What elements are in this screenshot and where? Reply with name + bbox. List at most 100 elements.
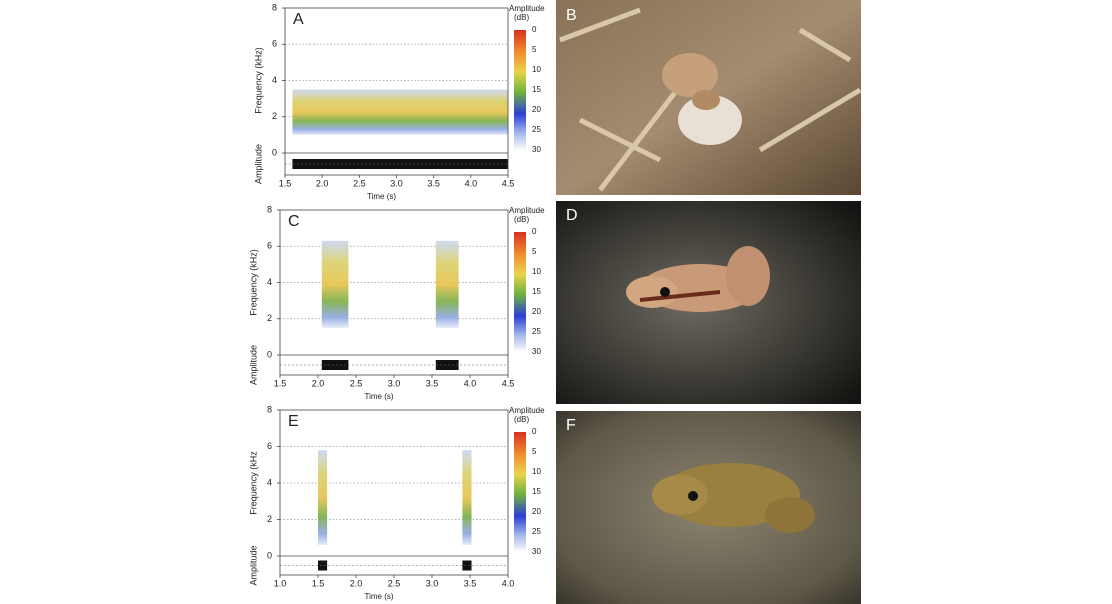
photo-b: B bbox=[556, 0, 862, 195]
colorbar-tick-label: 15 bbox=[532, 487, 541, 496]
y-tick-label: 0 bbox=[272, 147, 277, 157]
x-tick-label: 3.5 bbox=[426, 378, 439, 388]
call-waveform bbox=[435, 360, 459, 370]
x-axis-label: Time (s) bbox=[364, 392, 393, 401]
y-tick-label: 2 bbox=[272, 111, 277, 121]
photo-label: F bbox=[566, 417, 576, 434]
x-tick-label: 3.0 bbox=[426, 578, 439, 588]
photo-label: B bbox=[566, 7, 577, 24]
y-tick-label: 4 bbox=[272, 75, 277, 85]
spectrogram-panel: 0 2 4 6 8 1.5 2.0 2.5 3.0 3.5 4.0 4.5 Time (s) Freque… bbox=[248, 204, 545, 401]
call-spectrum bbox=[292, 89, 508, 135]
x-tick-label: 2.0 bbox=[350, 578, 363, 588]
x-tick-label: 2.5 bbox=[353, 178, 366, 188]
x-tick-label: 3.0 bbox=[390, 178, 403, 188]
panel-letter: E bbox=[288, 413, 299, 430]
y-axis-label: Frequency (kHz bbox=[248, 451, 258, 515]
colorbar-tick-label: 10 bbox=[532, 467, 541, 476]
y-tick-label: 4 bbox=[267, 477, 272, 487]
y-tick-label: 8 bbox=[267, 404, 272, 414]
panel-letter: C bbox=[288, 213, 300, 230]
call-waveform bbox=[321, 360, 349, 370]
colorbar-label: Amplitude bbox=[509, 4, 545, 13]
colorbar-tick-label: 25 bbox=[532, 527, 541, 536]
colorbar-tick-label: 5 bbox=[532, 447, 537, 456]
x-tick-label: 2.0 bbox=[312, 378, 325, 388]
x-tick-label: 1.5 bbox=[279, 178, 292, 188]
x-tick-label: 3.0 bbox=[388, 378, 401, 388]
call-spectrum bbox=[318, 450, 328, 546]
colorbar bbox=[514, 232, 526, 352]
x-tick-label: 1.0 bbox=[274, 578, 287, 588]
x-axis-label: Time (s) bbox=[367, 192, 396, 201]
colorbar-tick-label: 25 bbox=[532, 327, 541, 336]
x-tick-label: 3.5 bbox=[427, 178, 440, 188]
photo-label: D bbox=[566, 207, 578, 224]
colorbar-tick-label: 15 bbox=[532, 287, 541, 296]
plot-frame bbox=[279, 209, 509, 376]
call-waveform bbox=[462, 560, 472, 571]
panel-letter: A bbox=[293, 11, 304, 28]
colorbar bbox=[514, 432, 526, 552]
x-tick-label: 2.5 bbox=[350, 378, 363, 388]
colorbar-tick-label: 30 bbox=[532, 547, 541, 556]
amplitude-label: Amplitude bbox=[248, 345, 258, 385]
x-tick-label: 2.0 bbox=[316, 178, 329, 188]
colorbar-tick-label: 30 bbox=[532, 145, 541, 154]
colorbar-unit: (dB) bbox=[514, 415, 529, 424]
y-tick-label: 2 bbox=[267, 514, 272, 524]
colorbar-tick-label: 15 bbox=[532, 85, 541, 94]
y-tick-label: 4 bbox=[267, 277, 272, 287]
x-tick-label: 3.5 bbox=[464, 578, 477, 588]
y-tick-label: 0 bbox=[267, 349, 272, 359]
y-tick-label: 6 bbox=[267, 441, 272, 451]
call-spectrum bbox=[462, 450, 472, 546]
call-spectrum bbox=[435, 240, 459, 328]
x-tick-label: 2.5 bbox=[388, 578, 401, 588]
x-tick-label: 1.5 bbox=[274, 378, 287, 388]
colorbar bbox=[514, 30, 526, 150]
call-spectrum bbox=[321, 240, 349, 328]
x-tick-label: 4.5 bbox=[502, 378, 515, 388]
x-tick-label: 4.0 bbox=[464, 378, 477, 388]
colorbar-tick-label: 0 bbox=[532, 427, 537, 436]
colorbar-tick-label: 20 bbox=[532, 105, 541, 114]
y-tick-label: 6 bbox=[272, 39, 277, 49]
colorbar-label: Amplitude bbox=[509, 406, 545, 415]
call-waveform bbox=[292, 159, 508, 169]
y-tick-label: 8 bbox=[272, 2, 277, 12]
x-tick-label: 4.5 bbox=[502, 178, 515, 188]
amplitude-label: Amplitude bbox=[253, 144, 263, 184]
colorbar-tick-label: 0 bbox=[532, 25, 537, 34]
colorbar-tick-label: 10 bbox=[532, 65, 541, 74]
amplitude-label: Amplitude bbox=[248, 545, 258, 585]
colorbar-tick-label: 5 bbox=[532, 45, 537, 54]
x-tick-label: 1.5 bbox=[312, 578, 325, 588]
photo-d: D bbox=[556, 201, 861, 404]
colorbar-label: Amplitude bbox=[509, 206, 545, 215]
x-axis-label: Time (s) bbox=[364, 592, 393, 601]
y-tick-label: 0 bbox=[267, 550, 272, 560]
x-tick-label: 4.0 bbox=[502, 578, 515, 588]
colorbar-unit: (dB) bbox=[514, 13, 529, 22]
colorbar-tick-label: 20 bbox=[532, 507, 541, 516]
spectrogram-panel: 0 2 4 6 8 1.5 2.0 2.5 3.0 3.5 4.0 4.5 Time (s) Freque… bbox=[253, 2, 545, 201]
colorbar-tick-label: 5 bbox=[532, 247, 537, 256]
photo-f: F bbox=[556, 411, 861, 604]
y-axis-label: Frequency (kHz) bbox=[253, 47, 263, 114]
colorbar-tick-label: 25 bbox=[532, 125, 541, 134]
x-tick-label: 4.0 bbox=[465, 178, 478, 188]
spectrogram-panel: 0 2 4 6 8 1.0 1.5 2.0 2.5 3.0 3.5 4.0 Time (s) Freque… bbox=[248, 404, 545, 601]
colorbar-tick-label: 10 bbox=[532, 267, 541, 276]
call-waveform bbox=[318, 560, 328, 571]
y-tick-label: 8 bbox=[267, 204, 272, 214]
y-axis-label: Frequency (kHz) bbox=[248, 249, 258, 316]
colorbar-unit: (dB) bbox=[514, 215, 529, 224]
y-tick-label: 6 bbox=[267, 241, 272, 251]
y-tick-label: 2 bbox=[267, 313, 272, 323]
colorbar-tick-label: 30 bbox=[532, 347, 541, 356]
colorbar-tick-label: 0 bbox=[532, 227, 537, 236]
plot-frame bbox=[279, 409, 509, 576]
colorbar-tick-label: 20 bbox=[532, 307, 541, 316]
